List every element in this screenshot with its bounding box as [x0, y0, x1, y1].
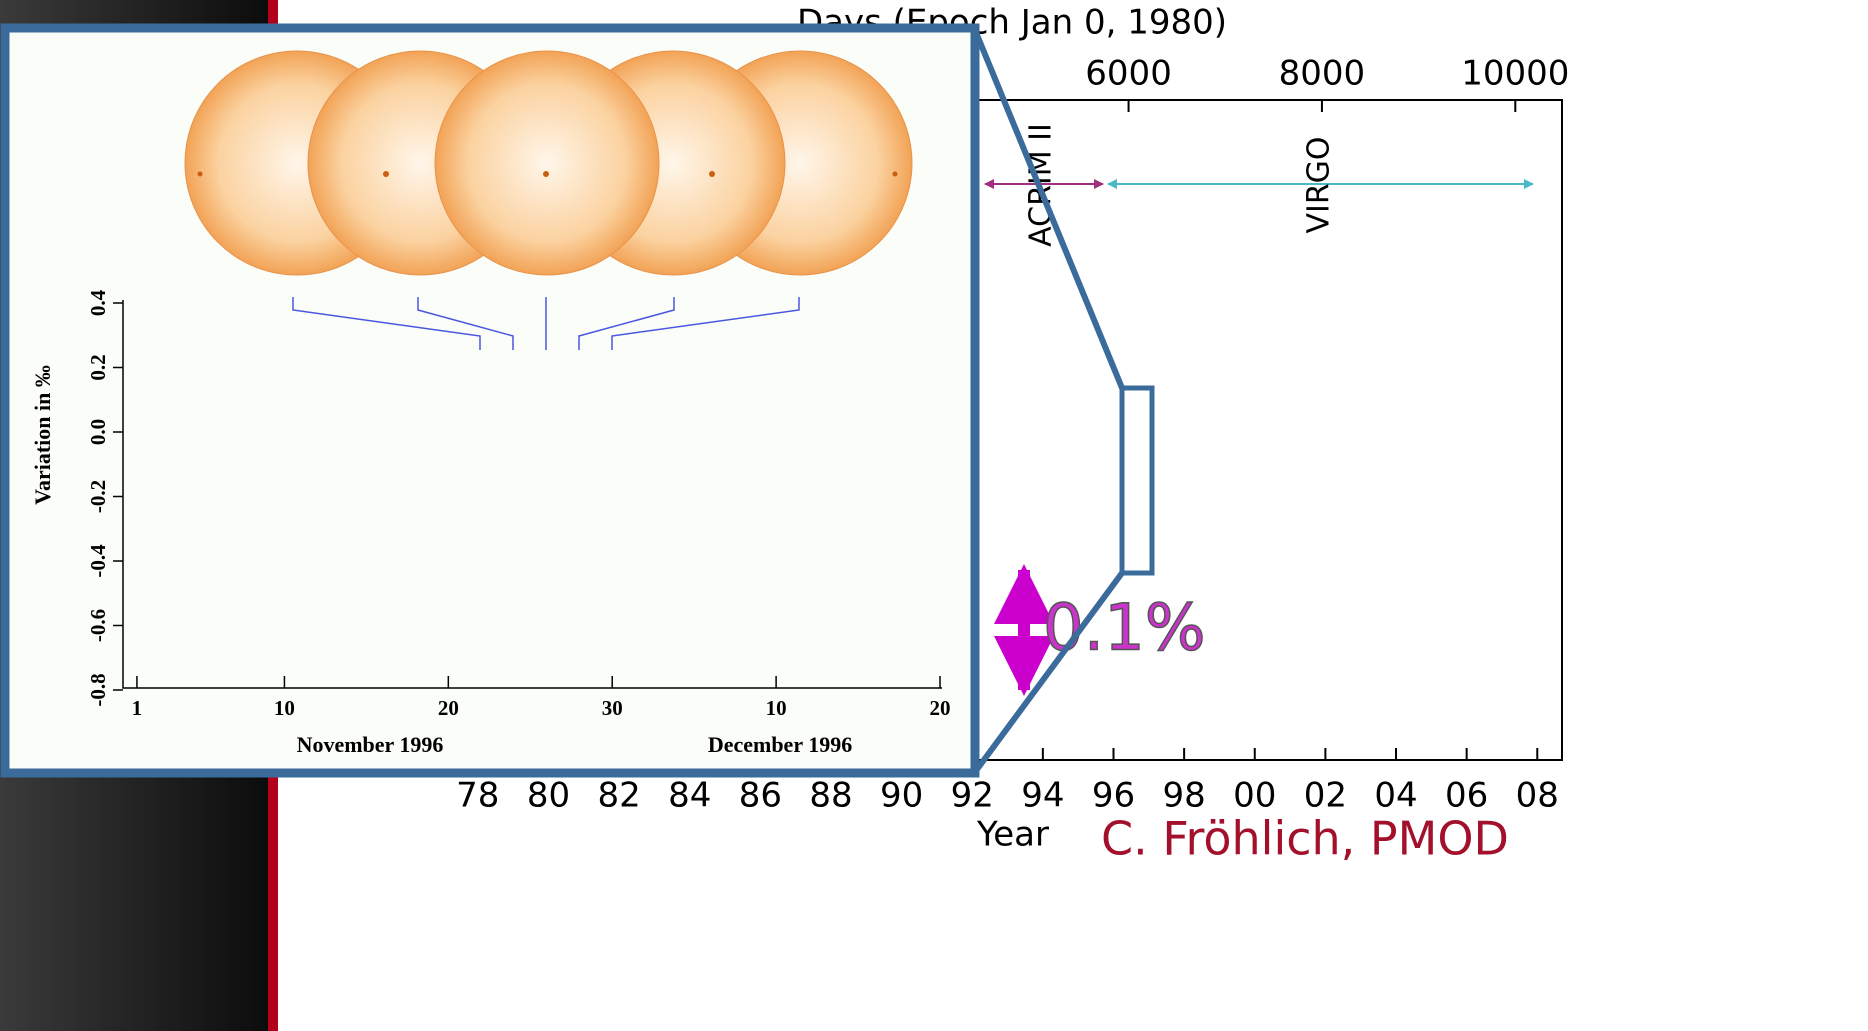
x-tick-label: 10 [766, 696, 787, 720]
x-tick-label: 78 [456, 776, 499, 816]
x-tick-label: 20 [930, 696, 951, 720]
x-axis-title: Year [976, 815, 1049, 855]
zoom-line [972, 28, 1125, 390]
x-tick-label: 82 [597, 776, 640, 816]
x-tick-label: 80 [527, 776, 570, 816]
scale-label: 0.1% [1043, 592, 1206, 666]
x-tick-label: 00 [1233, 776, 1276, 816]
y-tick-label: -0.6 [86, 609, 110, 642]
sun-brackets [292, 297, 800, 350]
y-tick-label: -0.2 [86, 480, 110, 513]
x-tick-label: 98 [1162, 776, 1205, 816]
virgo-label: VIRGO [1302, 136, 1337, 233]
y-tick-label: 0.0 [86, 419, 110, 445]
x-tick-label: 04 [1374, 776, 1417, 816]
x-tick-label: 02 [1304, 776, 1347, 816]
top-tick-label: 6000 [1085, 54, 1172, 94]
x-tick-label: 84 [668, 776, 711, 816]
x-tick-label: 86 [739, 776, 782, 816]
zoom-line [972, 571, 1125, 774]
y-tick-label: -0.4 [86, 544, 110, 578]
top-tick-label: 10000 [1461, 54, 1569, 94]
x-tick-label: 10 [274, 696, 295, 720]
month-label: December 1996 [708, 732, 852, 757]
month-label: November 1996 [297, 732, 444, 757]
x-tick-label: 1 [132, 696, 143, 720]
y-tick-label: 0.2 [86, 354, 110, 380]
x-tick-label: 08 [1516, 776, 1559, 816]
sun-images [184, 50, 913, 276]
y-tick-label: -0.8 [86, 673, 110, 706]
inset-axes [122, 300, 942, 689]
x-tick-label: 94 [1021, 776, 1064, 816]
x-tick-label: 90 [880, 776, 923, 816]
credit: C. Fröhlich, PMOD [1101, 812, 1509, 866]
x-tick-label: 92 [951, 776, 994, 816]
x-tick-label: 96 [1092, 776, 1135, 816]
x-tick-label: 30 [602, 696, 623, 720]
x-tick-label: 20 [438, 696, 459, 720]
top-tick-label: 8000 [1279, 54, 1366, 94]
x-tick-label: 88 [809, 776, 852, 816]
x-tick-label: 06 [1445, 776, 1488, 816]
y-tick-label: 0.4 [86, 289, 110, 316]
inset-chart: Variation in ‰ November 1996 December 19… [0, 23, 980, 778]
zoom-box [1119, 385, 1155, 576]
y-axis-title: Variation in ‰ [30, 365, 55, 505]
